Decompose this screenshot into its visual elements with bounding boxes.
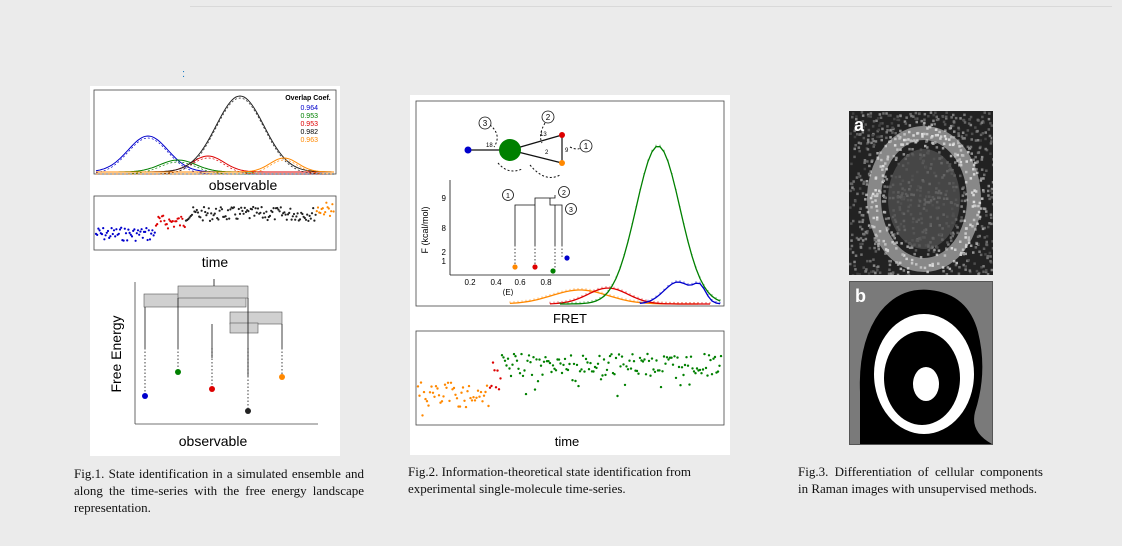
state-network: 3 2 1 18 13 2 9 xyxy=(464,110,593,178)
edge-label: 2 xyxy=(545,150,549,156)
timeseries-frame xyxy=(93,195,337,251)
fig2-xlabel-time: time xyxy=(555,434,580,449)
free-energy-tree xyxy=(142,279,285,414)
inset-ylabel: F (kcal/mol) xyxy=(420,206,430,253)
edge-label: 13 xyxy=(540,132,547,138)
top-divider xyxy=(190,6,1112,7)
overlap-coef: 0.953 xyxy=(300,121,318,128)
inset-xtick: 0.8 xyxy=(540,278,552,287)
network-node-label: 1 xyxy=(584,142,589,151)
fig1-top-xlabel: observable xyxy=(209,177,278,193)
distribution-curves xyxy=(95,95,334,175)
fig1-caption: Fig.1. State identification in a simulat… xyxy=(74,466,364,515)
overlap-coef: 0.964 xyxy=(300,105,318,112)
fret-frame xyxy=(415,100,725,307)
inset-xlabel: ⟨E⟩ xyxy=(502,288,514,297)
figure-2-graphic: 3 2 1 18 13 2 9 F (kcal/mol) 9 8 2 1 0.2… xyxy=(415,100,725,449)
inset-ytick: 1 xyxy=(442,257,447,266)
overlap-legend-title: Overlap Coef. xyxy=(285,95,331,102)
network-node-blue xyxy=(464,146,472,154)
network-node-orange xyxy=(559,160,565,166)
figure-2: 3 2 1 18 13 2 9 F (kcal/mol) 9 8 2 1 0.2… xyxy=(410,95,730,455)
figure-1-graphic: Overlap Coef. 0.9640.9530.9530.9820.963 … xyxy=(93,89,337,449)
fig2-caption: Fig.2. Information-theoretical state ide… xyxy=(408,464,692,496)
network-node-label: 2 xyxy=(546,113,551,122)
overlap-coef: 0.963 xyxy=(300,137,318,144)
fig1-mid-xlabel: time xyxy=(202,254,229,270)
inset-free-energy: F (kcal/mol) 9 8 2 1 0.2 0.4 0.6 0.8 ⟨E⟩… xyxy=(420,180,610,297)
inset-ytick: 2 xyxy=(442,248,447,257)
panel-b-label: b xyxy=(855,286,866,306)
network-node-green xyxy=(499,139,521,161)
network-node-red xyxy=(559,132,565,138)
network-node-label: 3 xyxy=(483,119,488,128)
fig1-bottom-xlabel: observable xyxy=(179,433,248,449)
distribution-frame xyxy=(93,89,337,175)
overlap-coef: 0.953 xyxy=(300,113,318,120)
fret-curves xyxy=(509,144,721,305)
inset-xtick: 0.4 xyxy=(490,278,502,287)
tree-node-label: 3 xyxy=(569,207,573,214)
edge-label: 18 xyxy=(486,143,493,149)
fig3-caption: Fig.3. Differentiation of cellular compo… xyxy=(798,464,1043,496)
raman-panel-a: a xyxy=(849,111,995,278)
edge-label: 9 xyxy=(565,148,569,154)
inset-xtick: 0.2 xyxy=(464,278,476,287)
panel-a-label: a xyxy=(854,115,865,135)
timeseries-points xyxy=(94,201,335,242)
raman-panel-b: b xyxy=(849,281,993,445)
tree-node-label: 2 xyxy=(562,190,566,197)
inset-ytick: 9 xyxy=(442,194,447,203)
overlap-coef: 0.982 xyxy=(300,129,318,136)
fig2-timeseries-frame xyxy=(415,330,725,426)
figure-1: Overlap Coef. 0.964 0.953 0.953 0.982 0.963 … xyxy=(90,86,340,456)
tree-node-label: 1 xyxy=(506,193,510,200)
fig1-ylabel: Free Energy xyxy=(108,315,124,392)
inset-xtick: 0.6 xyxy=(514,278,526,287)
fig2-xlabel-fret: FRET xyxy=(553,311,587,326)
bullet-mark: : xyxy=(182,68,186,80)
inset-ytick: 8 xyxy=(442,224,447,233)
fig2-timeseries-points xyxy=(416,352,723,417)
